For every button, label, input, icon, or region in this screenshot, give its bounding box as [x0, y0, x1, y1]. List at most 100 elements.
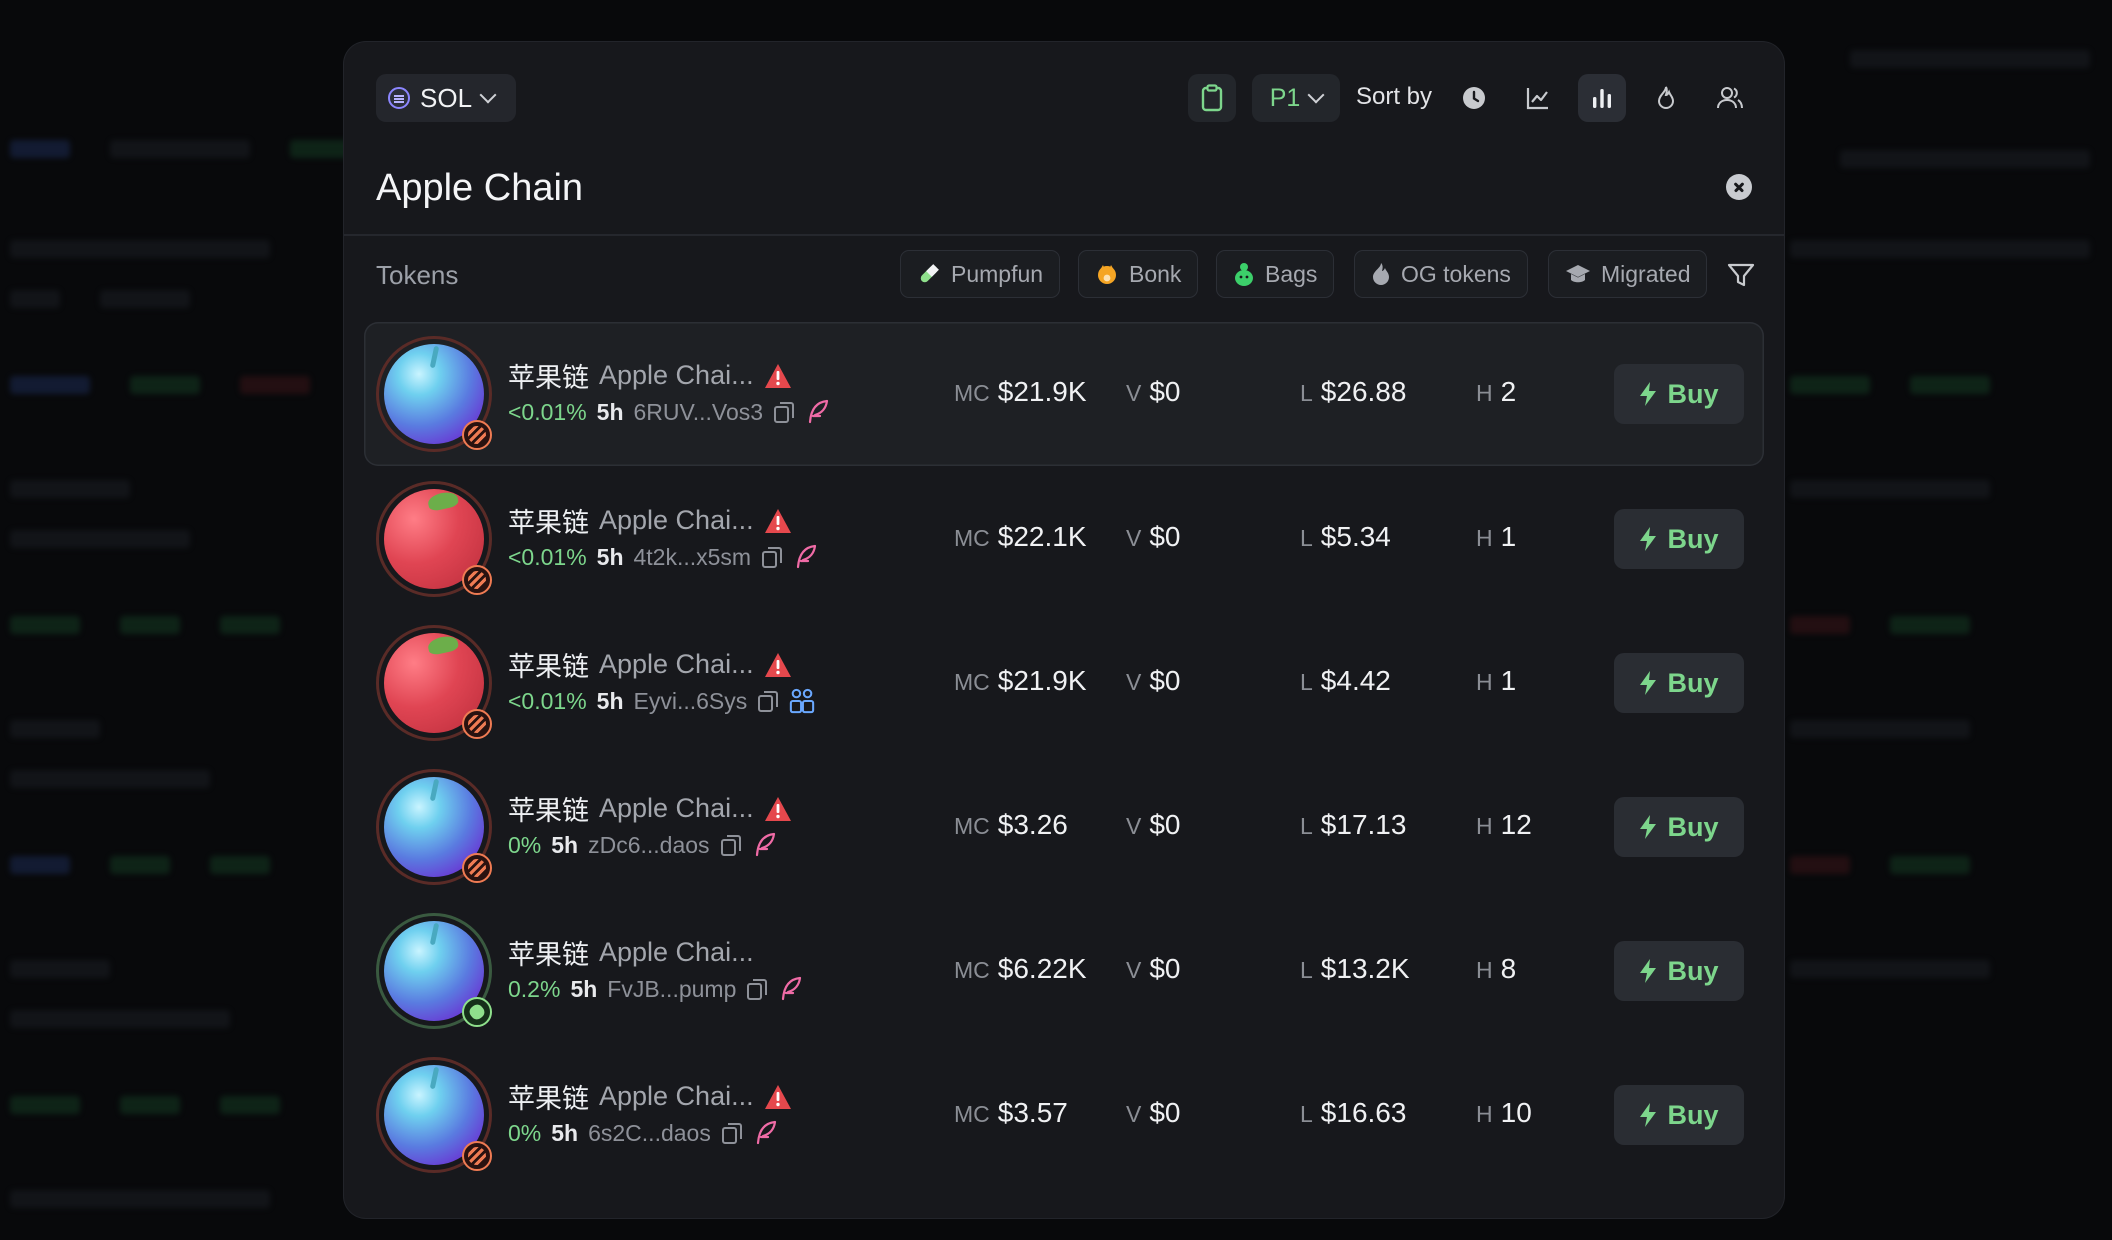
- token-age: 5h: [570, 975, 598, 1002]
- holders-value: 1: [1500, 665, 1517, 696]
- volume-stat: V $0: [1126, 665, 1181, 697]
- buy-button[interactable]: Buy: [1614, 364, 1744, 424]
- holders-value: 8: [1500, 953, 1517, 984]
- token-row[interactable]: 苹果链 Apple Chai... <0.01% 5h 6RUV...Vos3 …: [364, 322, 1764, 466]
- stat-key: L: [1300, 669, 1313, 695]
- copy-icon[interactable]: [746, 977, 768, 1001]
- buy-label: Buy: [1667, 523, 1719, 554]
- sort-by-holders-button[interactable]: [1706, 74, 1754, 122]
- feather-icon[interactable]: [805, 398, 831, 426]
- buy-button[interactable]: Buy: [1614, 941, 1744, 1001]
- volume-value: $0: [1149, 953, 1181, 984]
- token-symbol: 苹果链: [508, 508, 589, 538]
- token-row[interactable]: 苹果链 Apple Chai... 0% 5h 6s2C...daos MC $3…: [364, 1043, 1764, 1187]
- buy-button[interactable]: Buy: [1614, 1085, 1744, 1145]
- stat-key: L: [1300, 525, 1313, 551]
- token-row[interactable]: 苹果链 Apple Chai... 0.2% 5h FvJB...pump MC…: [364, 899, 1764, 1043]
- liquidity-value: $4.42: [1320, 665, 1391, 696]
- sort-by-age-button[interactable]: [1450, 74, 1498, 122]
- copy-icon[interactable]: [773, 400, 795, 424]
- stat-key: L: [1300, 1101, 1313, 1127]
- token-list: 苹果链 Apple Chai... <0.01% 5h 6RUV...Vos3 …: [364, 322, 1764, 1187]
- warning-icon: [764, 1084, 791, 1109]
- token-meta-line: <0.01% 5h 4t2k...x5sm: [508, 543, 819, 571]
- copy-icon[interactable]: [757, 689, 779, 713]
- liquidity-value: $13.2K: [1320, 953, 1410, 984]
- token-symbol: 苹果链: [508, 1084, 589, 1114]
- sort-by-change-button[interactable]: [1514, 74, 1562, 122]
- holders-value: 12: [1500, 809, 1532, 840]
- token-name: Apple Chai...: [599, 649, 754, 679]
- holder-percent: 0%: [508, 831, 542, 858]
- filter-pumpfun[interactable]: Pumpfun: [900, 250, 1061, 298]
- token-row[interactable]: 苹果链 Apple Chai... <0.01% 5h 4t2k...x5sm …: [364, 467, 1764, 611]
- token-age: 5h: [551, 831, 579, 858]
- community-icon[interactable]: [789, 687, 815, 715]
- pill-icon: [920, 264, 939, 283]
- copy-icon[interactable]: [720, 833, 742, 857]
- volume-value: $0: [1149, 521, 1181, 552]
- chain-selector[interactable]: SOL: [376, 74, 516, 122]
- buy-label: Buy: [1667, 378, 1719, 409]
- volume-value: $0: [1149, 665, 1181, 696]
- token-name: Apple Chai...: [599, 505, 754, 535]
- filter-funnel-icon[interactable]: [1726, 260, 1756, 290]
- feather-icon[interactable]: [778, 975, 804, 1003]
- token-name: Apple Chai...: [599, 360, 754, 390]
- token-address: 4t2k...x5sm: [633, 543, 752, 570]
- filter-bonk[interactable]: Bonk: [1078, 250, 1199, 298]
- market-cap-stat: MC $3.57: [954, 1097, 1068, 1129]
- search-row: [376, 158, 1752, 218]
- solana-icon: [388, 87, 410, 109]
- copy-icon[interactable]: [721, 1121, 743, 1145]
- buy-button[interactable]: Buy: [1614, 509, 1744, 569]
- feather-icon[interactable]: [753, 1119, 779, 1147]
- token-row[interactable]: 苹果链 Apple Chai... 0% 5h zDc6...daos MC $3…: [364, 755, 1764, 899]
- pumpfun-badge-icon: [462, 997, 492, 1027]
- token-search-modal: SOL P1 Sort by Tokens: [344, 42, 1784, 1218]
- holders-stat: H 12: [1476, 809, 1532, 841]
- token-symbol: 苹果链: [508, 940, 589, 970]
- copy-icon[interactable]: [761, 545, 783, 569]
- liquidity-stat: L $5.34: [1300, 521, 1391, 553]
- market-cap-value: $6.22K: [997, 953, 1087, 984]
- clear-search-button[interactable]: [1726, 174, 1752, 200]
- buy-label: Buy: [1667, 955, 1719, 986]
- feather-icon[interactable]: [793, 543, 819, 571]
- search-input[interactable]: [376, 158, 1656, 218]
- stat-key: V: [1126, 813, 1142, 839]
- holders-value: 1: [1500, 521, 1517, 552]
- token-row[interactable]: 苹果链 Apple Chai... <0.01% 5h Eyvi...6Sys …: [364, 611, 1764, 755]
- sort-by-liquidity-button[interactable]: [1642, 74, 1690, 122]
- launchpad-badge-icon: [462, 420, 492, 450]
- volume-stat: V $0: [1126, 1097, 1181, 1129]
- market-cap-value: $3.57: [997, 1097, 1068, 1128]
- token-address: Eyvi...6Sys: [633, 687, 748, 714]
- buy-button[interactable]: Buy: [1614, 653, 1744, 713]
- holders-value: 10: [1500, 1097, 1532, 1128]
- token-age: 5h: [551, 1119, 579, 1146]
- sort-by-volume-button[interactable]: [1578, 74, 1626, 122]
- feather-icon[interactable]: [752, 831, 778, 859]
- filter-migrated[interactable]: Migrated: [1548, 250, 1708, 298]
- sort-by-label: Sort by: [1356, 83, 1433, 110]
- filter-label: Bags: [1265, 260, 1318, 287]
- volume-stat: V $0: [1126, 376, 1181, 408]
- launchpad-badge-icon: [462, 1141, 492, 1171]
- liquidity-stat: L $4.42: [1300, 665, 1391, 697]
- filter-og-tokens[interactable]: OG tokens: [1354, 250, 1528, 298]
- stat-key: MC: [954, 813, 990, 839]
- filter-bags[interactable]: Bags: [1216, 250, 1335, 298]
- token-meta-line: 0% 5h 6s2C...daos: [508, 1119, 779, 1147]
- preset-selector[interactable]: P1: [1252, 74, 1340, 122]
- stat-key: V: [1126, 957, 1142, 983]
- token-meta-line: 0.2% 5h FvJB...pump: [508, 975, 804, 1003]
- token-avatar: [376, 769, 492, 885]
- paste-clipboard-button[interactable]: [1188, 74, 1236, 122]
- graduation-cap-icon: [1566, 265, 1590, 283]
- stat-key: MC: [954, 1101, 990, 1127]
- buy-button[interactable]: Buy: [1614, 797, 1744, 857]
